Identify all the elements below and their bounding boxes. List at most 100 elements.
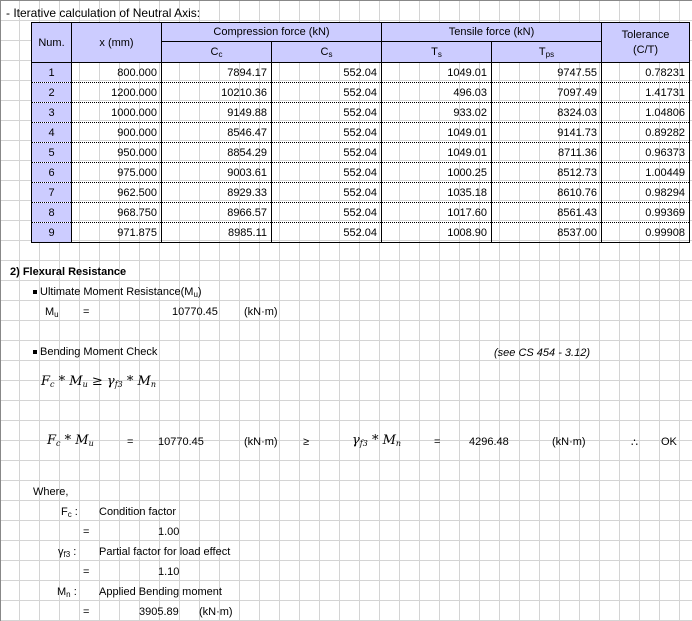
cs-cell: 552.04	[271, 142, 382, 163]
lhs-formula: Fc * Mu	[47, 433, 94, 448]
row-num-cell: 8	[31, 202, 72, 223]
col-num-header: Num.	[31, 22, 72, 63]
umr-label: Ultimate Moment Resistance(Mu)	[33, 286, 202, 299]
tps-cell: 9747.55	[491, 62, 602, 83]
fc-equals: =	[83, 526, 90, 538]
bmc-label: Bending Moment Check	[33, 346, 157, 358]
ts-cell: 1017.60	[381, 202, 492, 223]
tensile-group-header: Tensile force (kN)	[381, 22, 602, 42]
lhs-value: 10770.45	[158, 436, 204, 448]
section-title: - Iterative calculation of Neutral Axis:	[6, 6, 201, 20]
fc-description: Condition factor	[99, 506, 177, 518]
mn-equals: =	[83, 606, 90, 618]
row-num-cell: 6	[31, 162, 72, 183]
cc-header: Cc	[161, 41, 272, 63]
ts-cell: 496.03	[381, 82, 492, 103]
cc-cell: 9003.61	[161, 162, 272, 183]
ts-header: Ts	[381, 41, 492, 63]
therefore-symbol: ∴	[631, 437, 638, 449]
row-num-cell: 9	[31, 222, 72, 243]
bullet-icon	[33, 290, 37, 295]
x-cell: 975.000	[71, 162, 162, 183]
x-cell: 800.000	[71, 62, 162, 83]
cs-header: Cs	[271, 41, 382, 63]
table-row: 8 968.750 8966.57 552.04 1017.60 8561.43 0.993…	[31, 202, 690, 223]
x-cell: 968.750	[71, 202, 162, 223]
check-result: OK	[661, 436, 677, 448]
table-row: 5 950.000 8854.29 552.04 1049.01 8711.36 0.963…	[31, 142, 690, 163]
row-num-cell: 1	[31, 62, 72, 83]
cs-cell: 552.04	[271, 162, 382, 183]
row-num-cell: 7	[31, 182, 72, 203]
tps-cell: 8561.43	[491, 202, 602, 223]
tps-cell: 8711.36	[491, 142, 602, 163]
sheet-top-border	[0, 0, 692, 1]
tolerance-cell: 0.98294	[601, 182, 690, 203]
cs-cell: 552.04	[271, 102, 382, 123]
rhs-unit: (kN·m)	[552, 436, 586, 448]
tolerance-cell: 0.78231	[601, 62, 690, 83]
mu-unit: (kN·m)	[244, 306, 278, 318]
cs-cell: 552.04	[271, 122, 382, 143]
cs-cell: 552.04	[271, 222, 382, 243]
x-cell: 900.000	[71, 122, 162, 143]
tps-cell: 8537.00	[491, 222, 602, 243]
table-row: 9 971.875 8985.11 552.04 1008.90 8537.00 0.999…	[31, 222, 690, 243]
x-cell: 962.500	[71, 182, 162, 203]
mn-unit: (kN·m)	[199, 606, 233, 618]
cc-cell: 8966.57	[161, 202, 272, 223]
cc-cell: 9149.88	[161, 102, 272, 123]
table-row: 1 800.000 7894.17 552.04 1049.01 9747.55 0.782…	[31, 62, 690, 83]
gamma-description: Partial factor for load effect	[99, 546, 231, 558]
tps-cell: 9141.73	[491, 122, 602, 143]
cc-cell: 10210.36	[161, 82, 272, 103]
table-row: 4 900.000 8546.47 552.04 1049.01 9141.73 0.892…	[31, 122, 690, 143]
tolerance-cell: 1.00449	[601, 162, 690, 183]
col-x-header: x (mm)	[71, 22, 162, 63]
ts-cell: 1035.18	[381, 182, 492, 203]
table-row: 2 1200.000 10210.36 552.04 496.03 7097.49 1.41…	[31, 82, 690, 103]
ts-cell: 1008.90	[381, 222, 492, 243]
check-formula: Fc * Mu ≥ γf3 * Mn	[41, 374, 156, 389]
cc-cell: 7894.17	[161, 62, 272, 83]
gamma-equals: =	[83, 566, 90, 578]
fc-symbol: Fc :	[61, 506, 78, 519]
cc-cell: 8854.29	[161, 142, 272, 163]
where-label: Where,	[33, 486, 69, 498]
mn-value: 3905.89	[139, 606, 179, 618]
x-cell: 950.000	[71, 142, 162, 163]
compression-group-header: Compression force (kN)	[161, 22, 382, 42]
x-cell: 1200.000	[71, 82, 162, 103]
ts-cell: 1049.01	[381, 142, 492, 163]
iteration-table: Num. x (mm) Compression force (kN) Tensi…	[31, 22, 690, 243]
cs-cell: 552.04	[271, 202, 382, 223]
bullet-icon	[33, 350, 37, 355]
tolerance-cell: 0.89282	[601, 122, 690, 143]
mu-value: 10770.45	[172, 306, 218, 318]
code-reference: (see CS 454 - 3.12)	[494, 347, 590, 359]
row-num-cell: 5	[31, 142, 72, 163]
mu-equals: =	[83, 306, 90, 318]
tolerance-cell: 0.96373	[601, 142, 690, 163]
table-row: 6 975.000 9003.61 552.04 1000.25 8512.73 1.004…	[31, 162, 690, 183]
cs-cell: 552.04	[271, 62, 382, 83]
row-num-cell: 4	[31, 122, 72, 143]
cs-cell: 552.04	[271, 82, 382, 103]
x-cell: 1000.000	[71, 102, 162, 123]
rhs-equals: =	[434, 436, 441, 448]
row-num-cell: 3	[31, 102, 72, 123]
row-num-cell: 2	[31, 82, 72, 103]
cc-cell: 8546.47	[161, 122, 272, 143]
tps-cell: 8512.73	[491, 162, 602, 183]
cs-cell: 552.04	[271, 182, 382, 203]
tolerance-header: Tolerance (C/T)	[601, 22, 690, 63]
cc-cell: 8929.33	[161, 182, 272, 203]
tolerance-cell: 1.41731	[601, 82, 690, 103]
rhs-value: 4296.48	[469, 436, 509, 448]
table-row: 3 1000.000 9149.88 552.04 933.02 8324.03 1.048…	[31, 102, 690, 123]
gamma-value: 1.10	[158, 566, 180, 578]
cc-cell: 8985.11	[161, 222, 272, 243]
table-row: 7 962.500 8929.33 552.04 1035.18 8610.76 0.982…	[31, 182, 690, 203]
ts-cell: 1049.01	[381, 62, 492, 83]
rhs-formula: γf3 * Mn	[352, 433, 402, 448]
